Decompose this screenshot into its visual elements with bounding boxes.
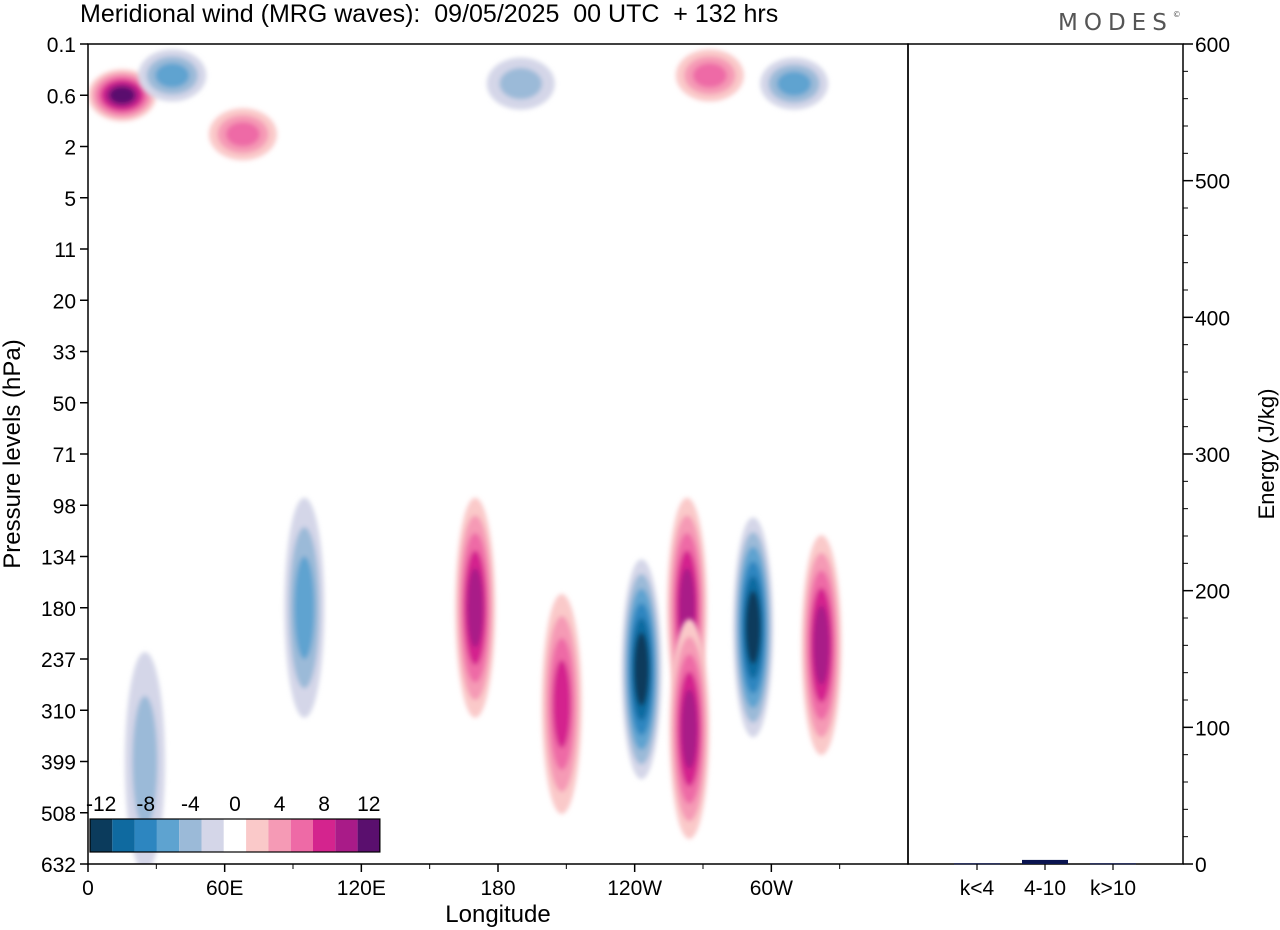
energy-panel-frame [907,43,1184,865]
y-axis-label: Pressure levels (hPa) [0,339,26,568]
chart-title: Meridional wind (MRG waves): 09/05/2025 … [80,0,779,28]
contour-band [294,556,315,660]
contour-feature [669,619,710,840]
colorbar-swatch [90,819,113,852]
y-tick-label: 0.6 [47,85,76,108]
y-tick-label: 508 [41,803,76,826]
contour-feature [138,49,207,102]
colorbar-label: 4 [274,793,286,816]
colorbar-swatch [357,819,380,852]
colorbar-swatch [246,819,269,852]
logo-text: MODES [1058,10,1173,36]
contour-feature [760,57,829,110]
y-tick-label: 2 [64,137,76,160]
contour-feature [88,69,157,122]
plot-frame [87,43,909,865]
contour-feature [621,559,662,780]
contour-band [499,68,543,100]
colorbar-swatch [290,819,313,852]
colorbar-label: -4 [181,793,200,816]
y-tick-label: 11 [54,239,76,262]
x-tick-label: 60W [750,877,793,900]
y-tick-label: 310 [41,700,76,723]
x-tick-label: 120E [337,877,386,900]
colorbar-label: 0 [229,793,241,816]
contour-feature [284,497,325,718]
contour-band [777,71,812,96]
energy-tick-label: 0 [1195,854,1207,877]
contour-band [132,696,158,829]
colorbar-swatch [201,819,224,852]
colorbar-swatch [268,819,291,852]
energy-tick-label: 200 [1195,581,1230,604]
colorbar-label: 8 [318,793,330,816]
x-tick-label: 60E [206,877,243,900]
energy-tick-label: 600 [1195,34,1230,57]
contour-band [109,86,135,104]
x-tick-label: 0 [82,877,94,900]
colorbar-swatch [335,819,358,852]
y-tick-label: 399 [41,752,76,775]
contour-feature [675,49,744,102]
y-tick-label: 50 [53,393,76,416]
contour-band [467,568,484,648]
contour-band [634,632,649,706]
contour-band [225,122,260,147]
energy-tick-label: 400 [1195,307,1230,330]
contour-band [745,590,761,665]
colorbar-swatch [179,819,202,852]
contour-feature [124,652,165,864]
colorbar-label: 12 [357,793,380,816]
modes-logo: MODES© [1058,10,1181,36]
longitude-axis: 0 60E 120E 180 120W 60W [82,864,841,900]
y-tick-label: 5 [64,188,76,211]
y-tick-label: 134 [41,547,76,570]
energy-category-label: k>10 [1090,877,1136,900]
energy-tick-label: 100 [1195,717,1230,740]
colorbar: -12 -8 -4 0 4 8 12 [86,793,381,853]
contour-feature [208,108,277,161]
contour-feature [455,497,496,718]
y-tick-label: 632 [41,854,76,877]
energy-bar [1090,863,1136,865]
x-tick-label: 120W [607,877,662,900]
energy-bar [1022,859,1068,864]
colorbar-swatch [313,819,336,852]
colorbar-frame [89,818,381,853]
contour-feature [733,517,774,738]
y-tick-label: 98 [53,495,76,518]
contour-feature [486,57,555,110]
contour-band [681,689,698,769]
colorbar-swatch [223,819,247,852]
contour-band [813,605,830,685]
colorbar-swatch [112,819,135,852]
contour-band [692,63,727,88]
energy-tick-label: 300 [1195,444,1230,467]
colorbar-label: -8 [136,793,155,816]
colorbar-swatch [156,819,180,852]
contour-band [155,63,190,88]
colorbar-swatch [134,819,157,852]
y-tick-label: 0.1 [47,34,76,57]
energy-tick-label: 500 [1195,171,1230,194]
energy-axis-label: Energy (J/kg) [1254,389,1279,520]
y-tick-label: 20 [53,290,76,313]
energy-panel: 0 100 200 300 400 500 600 k<4 4-10 k>10 [954,34,1230,900]
colorbar-label: -12 [86,793,116,816]
energy-bar [954,863,1000,865]
energy-category-label: 4-10 [1024,877,1066,900]
contour-field [88,49,842,864]
y-tick-label: 33 [53,342,76,365]
y-tick-label: 180 [41,598,76,621]
contour-feature [541,593,582,814]
energy-category-label: k<4 [960,877,995,900]
contour-feature [801,535,842,756]
pressure-axis: 0.1 0.6 2 5 11 20 33 50 71 98 134 180 237 310 399 508 63… [41,34,88,877]
y-tick-label: 71 [53,444,76,467]
y-tick-label: 237 [41,649,76,672]
x-tick-label: 180 [480,877,515,900]
x-axis-label: Longitude [445,901,550,928]
contour-band [553,659,571,748]
